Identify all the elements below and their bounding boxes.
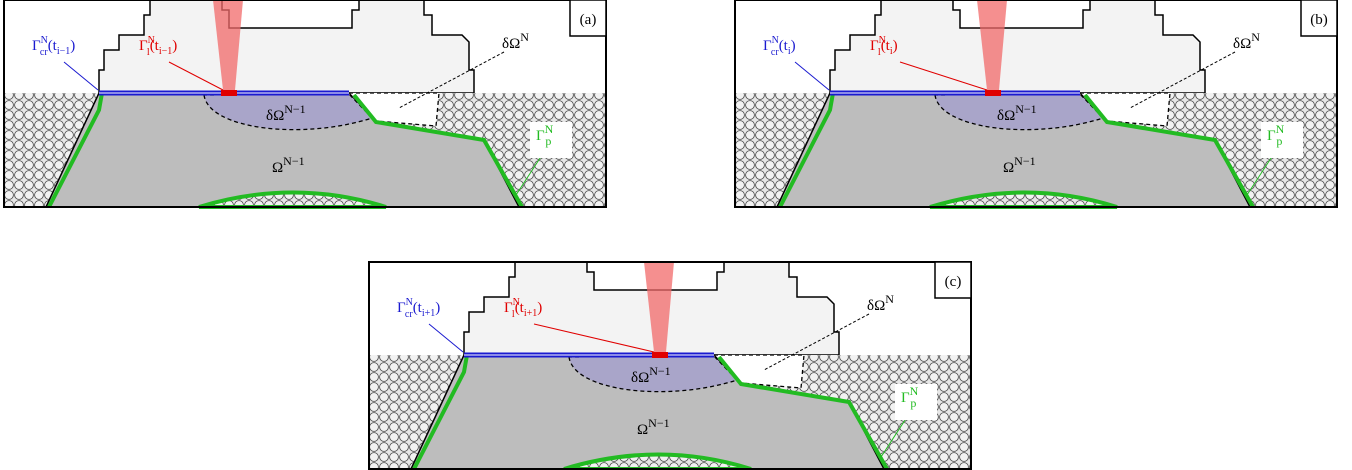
- label-gamma-p-base: Γ: [1267, 128, 1276, 144]
- label-d-omega-n1-base: δΩ: [266, 108, 284, 124]
- panel-tag: (c): [945, 274, 962, 290]
- label-gamma-p-base: Γ: [536, 128, 545, 144]
- label-gamma-cr-end: ): [435, 300, 440, 316]
- label-omega-n1-sup: N−1: [1014, 154, 1035, 168]
- label-gamma-p-sub: p: [910, 396, 916, 410]
- label-gamma-p-base: Γ: [901, 390, 910, 406]
- figure: (a)ΓNcr(ti−1)ΓNl(ti−1)δΩNδΩN−1ΩN−1ΓNp(b)…: [0, 0, 1352, 470]
- label-omega-n1-base: Ω: [1003, 160, 1014, 176]
- label-omega-n1-sup: N−1: [283, 154, 304, 168]
- label-d-omega-n1-base: δΩ: [631, 370, 649, 386]
- label-omega-n1-base: Ω: [637, 422, 648, 438]
- label-gamma-p-sub: p: [545, 134, 551, 148]
- label-d-omega-n1-sup: N−1: [649, 364, 670, 378]
- label-d-omega-n-base: δΩ: [867, 298, 885, 314]
- label-gamma-l-argsub: i−1: [159, 46, 172, 57]
- label-gamma-cr-argsub: i+1: [422, 308, 435, 319]
- label-d-omega-n-sup: N: [885, 292, 894, 306]
- label-d-omega-n-sup: N: [520, 30, 529, 44]
- label-d-omega-n-sup: N: [1251, 30, 1260, 44]
- nozzle-cutout: [953, 0, 1090, 28]
- label-d-omega-n1-sup: N−1: [284, 102, 305, 116]
- label-d-omega-n-base: δΩ: [1233, 36, 1251, 52]
- label-gamma-l-end: ): [893, 38, 898, 54]
- label-d-omega-n-base: δΩ: [502, 36, 520, 52]
- panel-tag: (a): [580, 12, 597, 28]
- label-gamma-cr-argsub: i−1: [57, 46, 70, 57]
- label-gamma-l-end: ): [537, 300, 542, 316]
- label-d-omega-n1-sup: N−1: [1015, 102, 1036, 116]
- label-omega-n1-sup: N−1: [648, 416, 669, 430]
- label-gamma-cr-end: ): [70, 38, 75, 54]
- label-d-omega-n1-base: δΩ: [997, 108, 1015, 124]
- label-gamma-l-argsub: i+1: [524, 308, 537, 319]
- label-gamma-cr-end: ): [791, 38, 796, 54]
- label-gamma-p-sub: p: [1276, 134, 1282, 148]
- label-omega-n1-base: Ω: [272, 160, 283, 176]
- label-gamma-l-end: ): [172, 38, 177, 54]
- panel-tag: (b): [1310, 12, 1328, 28]
